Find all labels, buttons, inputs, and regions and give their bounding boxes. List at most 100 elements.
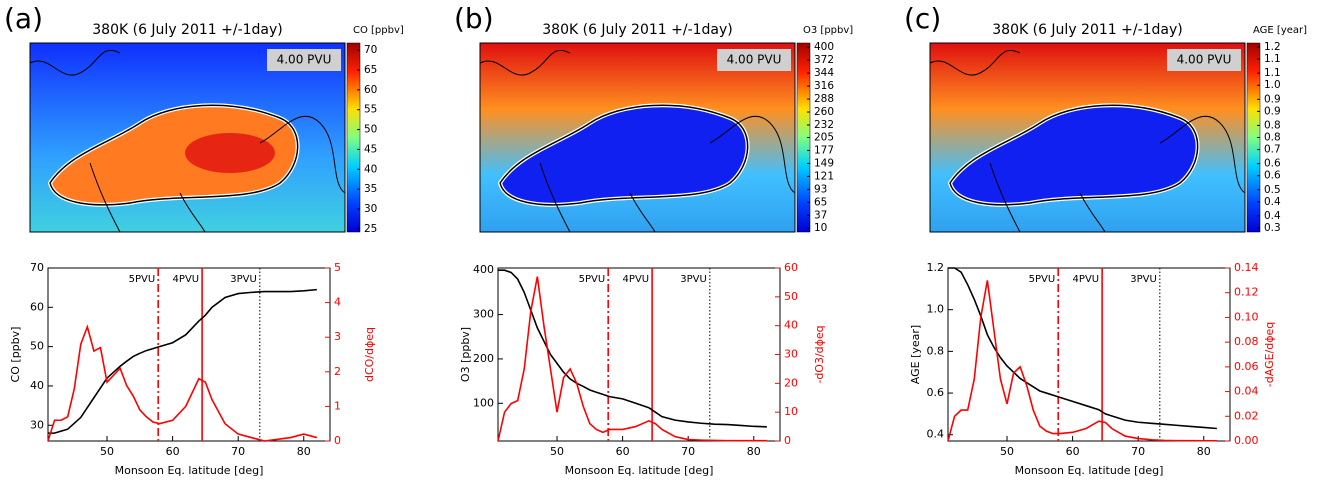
x-tick-label: 60 xyxy=(166,445,180,458)
colorbar-tick-label: 30 xyxy=(364,203,377,215)
map-frame xyxy=(479,42,796,233)
pv-line-label: 3PVU xyxy=(230,274,257,285)
colorbar-tick-label: 288 xyxy=(814,93,834,105)
y2-tick-label: 0.04 xyxy=(1234,385,1259,398)
pv-label: 4.00 PVU xyxy=(277,53,332,67)
y2-tick-label: 50 xyxy=(784,290,798,303)
map: 4.00 PVU xyxy=(479,42,796,233)
y2-axis-label: -dAGE/dϕeq xyxy=(1263,322,1276,387)
y2-tick-label: 5 xyxy=(334,261,341,274)
colorbar-tick-label: 344 xyxy=(814,67,834,79)
colorbar-tick-label: 65 xyxy=(364,64,377,76)
y-axis-label: CO [ppbv] xyxy=(9,327,22,383)
coastline xyxy=(929,49,1246,233)
series-line xyxy=(48,288,317,434)
colorbar-tick-label: 1.1 xyxy=(1264,67,1281,79)
x-tick-label: 50 xyxy=(1000,445,1014,458)
pv-contour xyxy=(499,104,749,206)
y-tick-label: 50 xyxy=(30,340,44,353)
colorbar-tick-label: 0.9 xyxy=(1264,93,1281,105)
map: 4.00 PVU xyxy=(929,42,1246,233)
y-tick-label: 100 xyxy=(473,396,494,409)
x-tick-label: 70 xyxy=(681,445,695,458)
colorbar-tick-label: 316 xyxy=(814,80,834,92)
y2-tick-label: 20 xyxy=(784,376,798,389)
y-tick-label: 0.6 xyxy=(927,386,945,399)
map: 4.00 PVU xyxy=(29,42,346,233)
series-line xyxy=(498,269,767,428)
y-tick-label: 40 xyxy=(30,379,44,392)
colorbar-tick-label: 70 xyxy=(364,44,377,56)
colorbar-tick-label: 260 xyxy=(814,106,834,118)
co-maximum xyxy=(185,133,275,173)
map-frame xyxy=(929,42,1246,233)
panel-label: (c) xyxy=(904,2,941,35)
y-tick-label: 1.0 xyxy=(927,303,945,316)
pv-line-label: 4PVU xyxy=(173,274,200,285)
colorbar-tick-label: 1.1 xyxy=(1264,53,1281,65)
y-tick-label: 1.2 xyxy=(927,261,945,274)
y2-axis-label: dCO/dϕeq xyxy=(363,327,376,382)
y-tick-label: 30 xyxy=(30,418,44,431)
pv-box xyxy=(1167,49,1241,71)
colorbar-tick-label: 149 xyxy=(814,157,834,169)
x-tick-label: 80 xyxy=(1197,445,1211,458)
colorbar-tick-label: 65 xyxy=(814,196,827,208)
x-tick-label: 60 xyxy=(1066,445,1080,458)
pv-line-label: 5PVU xyxy=(1029,274,1056,285)
pv-box xyxy=(717,49,791,71)
colorbar-tick-label: 25 xyxy=(364,223,377,235)
colorbar-label: AGE [year] xyxy=(1253,25,1307,36)
colorbar-label: CO [ppbv] xyxy=(353,25,404,36)
y-tick-label: 60 xyxy=(30,300,44,313)
pv-contour xyxy=(49,104,299,206)
y-axis-label: AGE [year] xyxy=(909,325,922,384)
x-tick-label: 60 xyxy=(616,445,630,458)
pv-line-label: 5PVU xyxy=(129,274,156,285)
colorbar-tick-label: 37 xyxy=(814,209,827,221)
colorbar-label: O3 [ppbv] xyxy=(803,25,853,36)
map-title: 380K (6 July 2011 +/-1day) xyxy=(92,22,283,38)
pv-label: 4.00 PVU xyxy=(727,53,782,67)
colorbar-tick-label: 0.6 xyxy=(1264,158,1281,170)
colorbar xyxy=(346,42,361,233)
x-tick-label: 80 xyxy=(297,445,311,458)
x-tick-label: 80 xyxy=(747,445,761,458)
pv-line-label: 4PVU xyxy=(1073,274,1100,285)
y2-tick-label: 0.12 xyxy=(1234,286,1259,299)
colorbar-tick-label: 93 xyxy=(814,183,827,195)
panel-label: (a) xyxy=(4,2,43,35)
map-title: 380K (6 July 2011 +/-1day) xyxy=(542,22,733,38)
y2-tick-label: 0 xyxy=(334,434,341,447)
y2-tick-label: 30 xyxy=(784,348,798,361)
plot-frame xyxy=(947,267,1231,442)
x-tick-label: 50 xyxy=(550,445,564,458)
y2-tick-label: 60 xyxy=(784,261,798,274)
pv-line-label: 3PVU xyxy=(1130,274,1157,285)
colorbar-tick-label: 45 xyxy=(364,143,377,155)
map-frame xyxy=(29,42,346,233)
colorbar-tick-label: 0.7 xyxy=(1264,144,1281,156)
colorbar-tick-label: 40 xyxy=(364,163,377,175)
colorbar-tick-label: 0.8 xyxy=(1264,132,1281,144)
x-tick-label: 70 xyxy=(1131,445,1145,458)
colorbar-tick-label: 232 xyxy=(814,119,834,131)
x-tick-label: 70 xyxy=(231,445,245,458)
y2-axis-label: -dO3/dϕeq xyxy=(813,325,826,383)
x-axis-label: Monsoon Eq. latitude [deg] xyxy=(115,464,264,477)
y2-tick-label: 2 xyxy=(334,365,341,378)
colorbar-tick-label: 1.0 xyxy=(1264,79,1281,91)
pv-box xyxy=(267,49,341,71)
colorbar-tick-label: 0.3 xyxy=(1264,222,1281,234)
pv-line-label: 5PVU xyxy=(579,274,606,285)
y2-tick-label: 0.14 xyxy=(1234,261,1259,274)
y2-tick-label: 10 xyxy=(784,405,798,418)
colorbar-tick-label: 50 xyxy=(364,124,377,136)
colorbar-tick-label: 400 xyxy=(814,41,834,53)
x-axis-label: Monsoon Eq. latitude [deg] xyxy=(1015,464,1164,477)
y2-tick-label: 4 xyxy=(334,296,341,309)
pv-label: 4.00 PVU xyxy=(1177,53,1232,67)
y-axis-label: O3 [ppbv] xyxy=(459,327,472,382)
y-tick-label: 0.8 xyxy=(927,344,945,357)
colorbar-tick-label: 372 xyxy=(814,54,834,66)
